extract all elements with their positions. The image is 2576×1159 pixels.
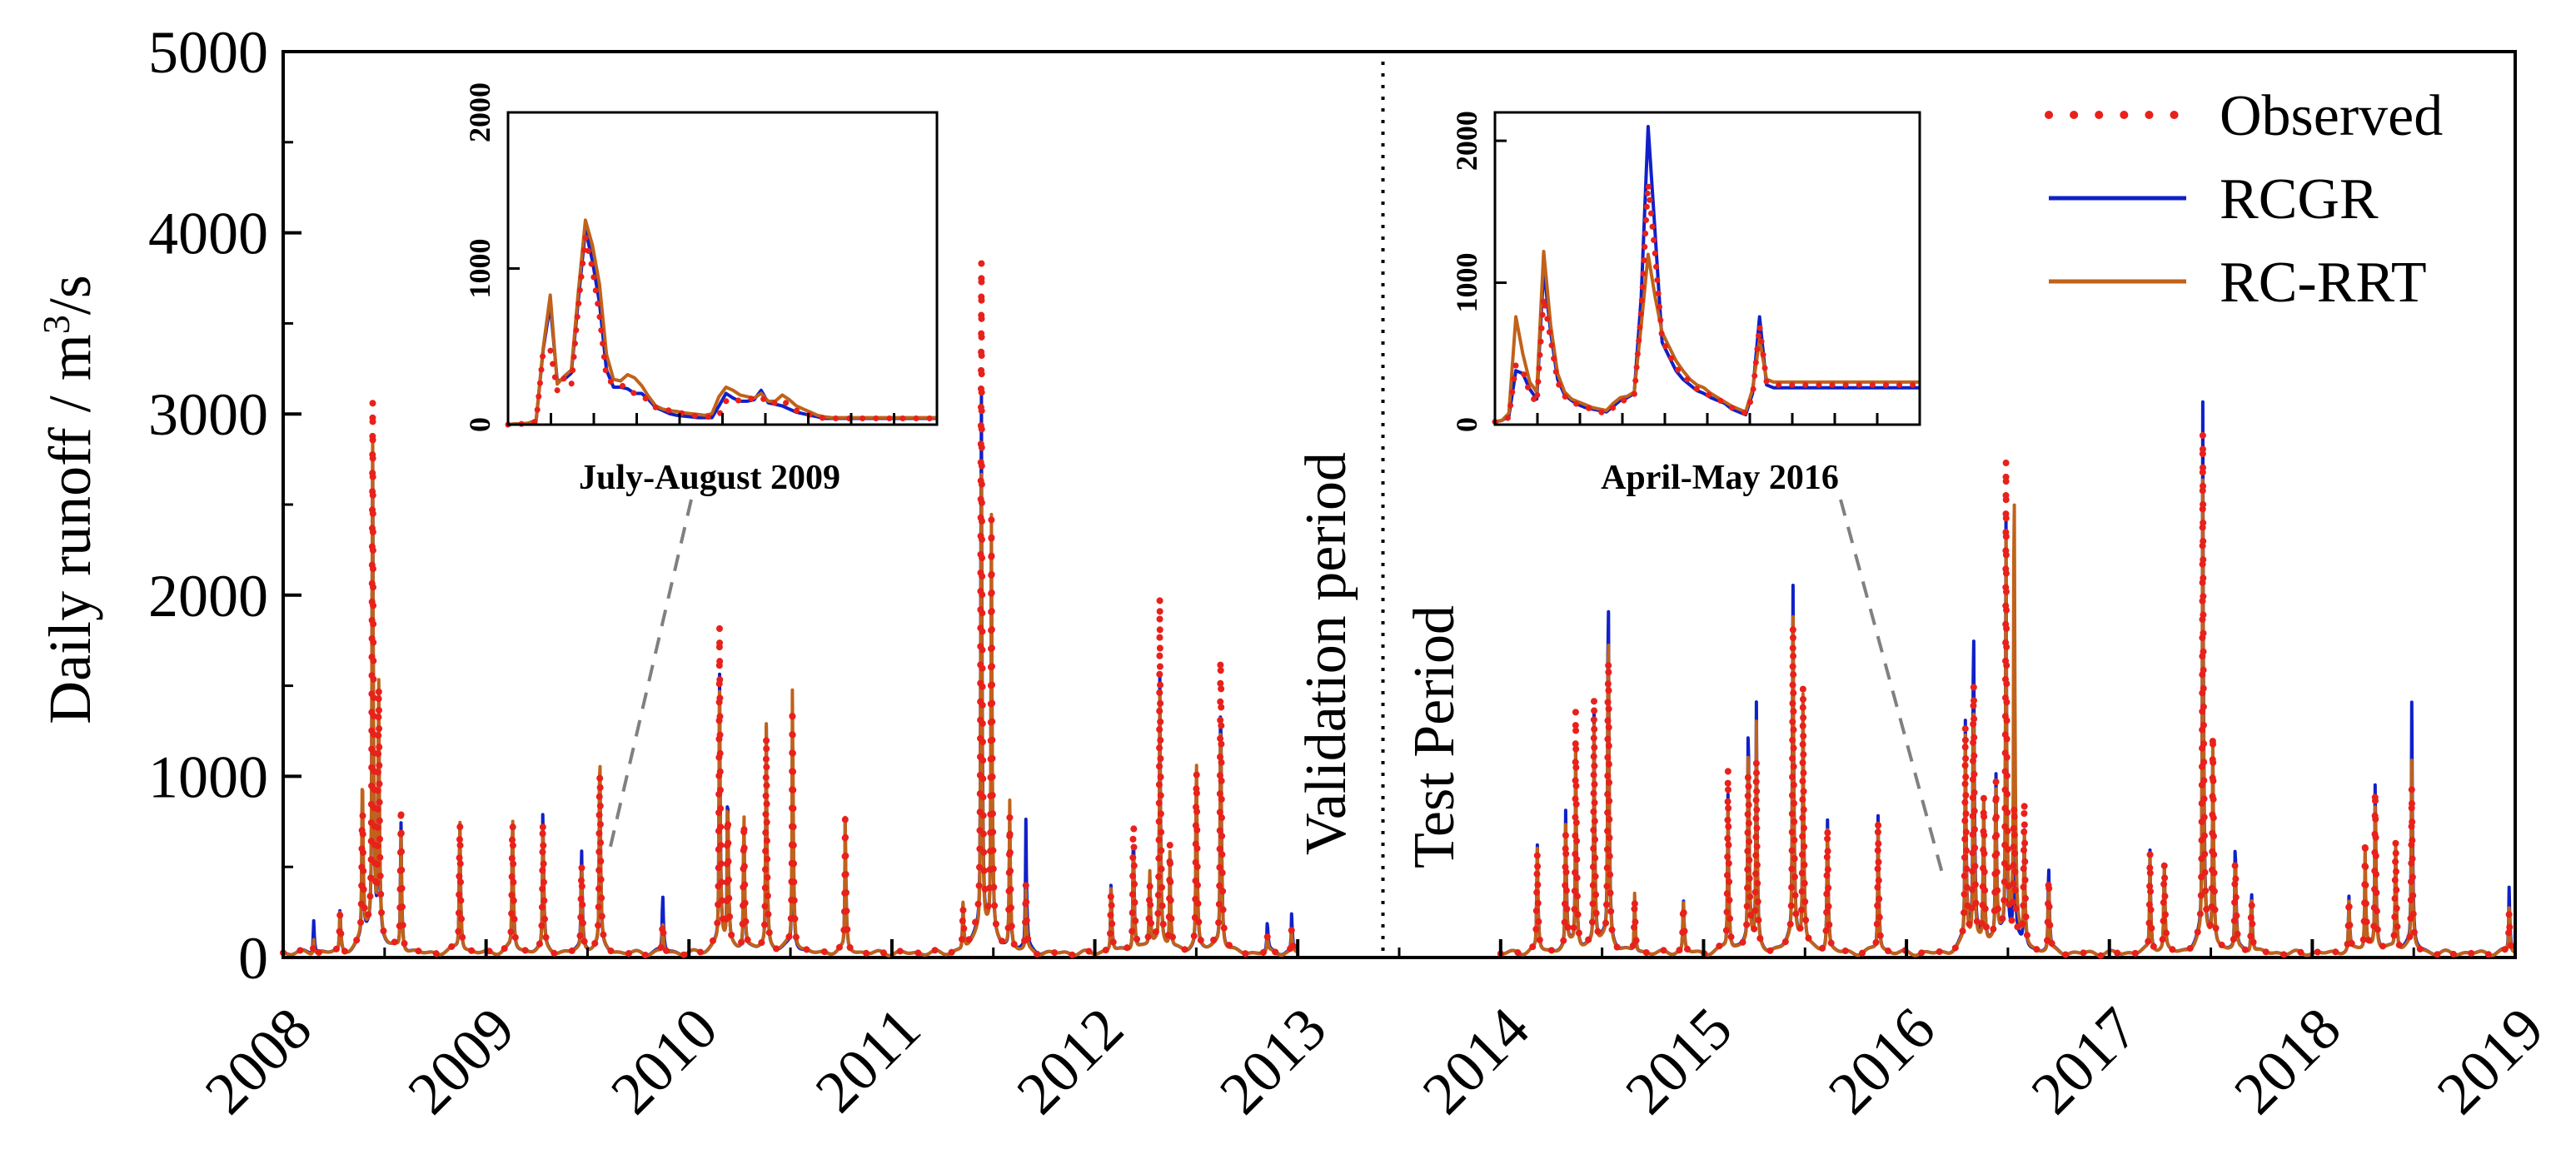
y-axis-label: Daily runoff / m3/s [35, 275, 104, 724]
validation-period-label: Validation period [1294, 452, 1358, 855]
inset-series-observed [505, 234, 940, 428]
y-tick-label: 5000 [148, 19, 268, 86]
inset-april-may-2016: 0 1000 2000 April-May 2016 [1450, 111, 1923, 497]
legend-rcgr-label: RCGR [2220, 167, 2379, 231]
inset-y-tick-label: 2000 [1450, 111, 1483, 171]
y-tick-label: 0 [238, 925, 268, 992]
inset-1-background [508, 112, 937, 425]
inset-1-connector [605, 499, 693, 858]
inset-y-tick-label: 2000 [463, 82, 496, 142]
inset-y-tick-label: 0 [463, 417, 496, 432]
main-series-observed [280, 261, 1302, 959]
inset-2-axes: 0 1000 2000 [1450, 111, 1879, 432]
inset-2-series [1492, 125, 1923, 425]
inset-july-august-2009: 0 1000 2000 July-August 2009 [463, 82, 940, 497]
inset-1-title: July-August 2009 [579, 459, 840, 497]
legend-observed-label: Observed [2220, 84, 2443, 148]
y-tick-label: 1000 [148, 744, 268, 810]
inset-series-rc-rrt [507, 218, 937, 426]
inset-1-series [505, 218, 940, 428]
inset-series-rc-rrt [1494, 250, 1920, 424]
y-tick-label: 2000 [148, 563, 268, 629]
inset-2-background [1495, 112, 1920, 425]
y-tick-label: 4000 [148, 201, 268, 267]
inset-y-tick-label: 0 [1450, 417, 1483, 432]
legend-rcrrt-label: RC-RRT [2220, 251, 2427, 315]
inset-1-axes: 0 1000 2000 [463, 82, 895, 432]
inset-2-connector [1839, 499, 1945, 877]
y-tick-label: 3000 [148, 381, 268, 448]
inset-series-observed [1492, 180, 1923, 425]
inset-y-tick-label: 1000 [463, 239, 496, 299]
inset-y-tick-label: 1000 [1450, 253, 1483, 313]
main-series-group [280, 261, 2519, 959]
test-period-label: Test Period [1403, 605, 1467, 868]
inset-2-title: April-May 2016 [1601, 459, 1839, 497]
legend: Observed RCGR RC-RRT [2045, 84, 2443, 315]
